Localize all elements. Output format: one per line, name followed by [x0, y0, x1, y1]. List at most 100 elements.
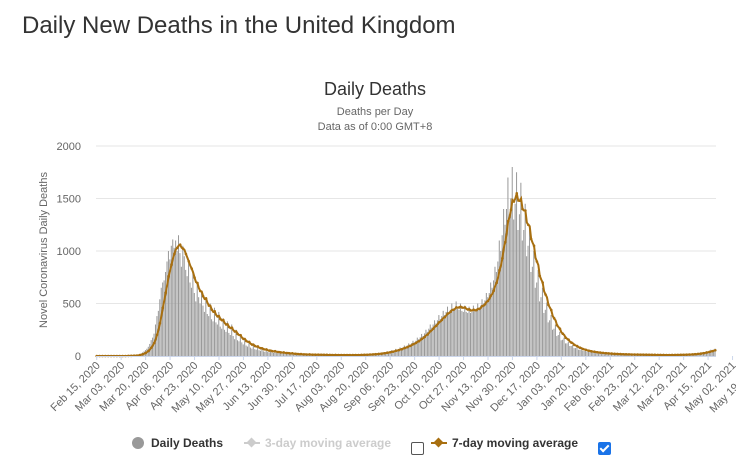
daily-deaths-bar[interactable]	[421, 333, 423, 356]
seven-day-average-point[interactable]	[406, 345, 409, 349]
seven-day-average-point[interactable]	[653, 353, 657, 357]
daily-deaths-bar[interactable]	[182, 245, 184, 356]
daily-deaths-bar[interactable]	[288, 354, 290, 356]
seven-day-average-point[interactable]	[285, 351, 288, 355]
seven-day-average-point[interactable]	[570, 341, 573, 344]
daily-deaths-bar[interactable]	[457, 308, 459, 356]
daily-deaths-bar[interactable]	[526, 256, 528, 356]
daily-deaths-bar[interactable]	[422, 336, 424, 356]
daily-deaths-bar[interactable]	[231, 324, 233, 357]
seven-day-average-point[interactable]	[293, 352, 297, 356]
daily-deaths-bar[interactable]	[494, 266, 496, 356]
seven-day-average-point[interactable]	[152, 341, 156, 345]
daily-deaths-bar[interactable]	[498, 240, 500, 357]
daily-deaths-bar[interactable]	[553, 328, 555, 356]
daily-deaths-bar[interactable]	[257, 345, 259, 357]
seven-day-average-point[interactable]	[173, 252, 176, 256]
seven-day-average-point[interactable]	[596, 350, 599, 354]
seven-day-average-point[interactable]	[524, 209, 527, 212]
daily-deaths-bar[interactable]	[448, 311, 450, 356]
seven-day-average-point[interactable]	[322, 353, 326, 357]
seven-day-average-point[interactable]	[480, 304, 484, 308]
daily-deaths-bar[interactable]	[501, 235, 503, 356]
daily-deaths-bar[interactable]	[278, 351, 280, 356]
daily-deaths-bar[interactable]	[711, 350, 713, 356]
daily-deaths-bar[interactable]	[435, 323, 437, 356]
seven-day-average-point[interactable]	[434, 324, 438, 328]
seven-day-average-point[interactable]	[463, 306, 467, 309]
daily-deaths-bar[interactable]	[612, 354, 614, 356]
seven-day-average-point[interactable]	[578, 346, 582, 350]
daily-deaths-bar[interactable]	[539, 301, 541, 356]
daily-deaths-bar[interactable]	[602, 353, 604, 356]
seven-day-average-point[interactable]	[253, 344, 257, 348]
seven-day-average-point[interactable]	[633, 353, 637, 356]
seven-day-average-point[interactable]	[639, 353, 642, 356]
seven-day-average-point[interactable]	[337, 353, 340, 357]
daily-deaths-bar[interactable]	[534, 287, 536, 356]
daily-deaths-bar[interactable]	[215, 322, 217, 356]
daily-deaths-bar[interactable]	[482, 303, 484, 357]
seven-day-average-point[interactable]	[573, 343, 576, 347]
daily-deaths-bar[interactable]	[552, 329, 554, 356]
daily-deaths-bar[interactable]	[605, 353, 607, 356]
daily-deaths-bar[interactable]	[487, 297, 489, 356]
seven-day-average-point[interactable]	[268, 349, 271, 352]
daily-deaths-bar[interactable]	[221, 328, 223, 356]
seven-day-average-point[interactable]	[227, 325, 231, 329]
seven-day-average-point[interactable]	[472, 308, 475, 311]
daily-deaths-bar[interactable]	[559, 331, 561, 356]
daily-deaths-bar[interactable]	[425, 329, 427, 356]
daily-deaths-bar[interactable]	[385, 352, 387, 356]
daily-deaths-bar[interactable]	[461, 310, 463, 356]
seven-day-average-point[interactable]	[380, 352, 383, 355]
daily-deaths-bar[interactable]	[294, 354, 296, 356]
seven-day-average-point[interactable]	[184, 252, 188, 256]
seven-day-average-point[interactable]	[670, 353, 674, 357]
seven-day-average-point[interactable]	[466, 308, 470, 311]
seven-day-average-point[interactable]	[420, 337, 424, 341]
daily-deaths-bar[interactable]	[485, 293, 487, 356]
seven-day-average-point[interactable]	[544, 293, 547, 296]
daily-deaths-bar[interactable]	[455, 301, 457, 356]
seven-day-average-point[interactable]	[233, 330, 237, 333]
seven-day-average-point[interactable]	[598, 351, 602, 354]
seven-day-average-point[interactable]	[460, 306, 464, 309]
seven-day-average-point[interactable]	[521, 207, 524, 211]
seven-day-average-point[interactable]	[469, 309, 473, 312]
daily-deaths-bar[interactable]	[713, 349, 715, 356]
daily-deaths-bar[interactable]	[249, 347, 251, 356]
daily-deaths-bar[interactable]	[471, 311, 473, 356]
daily-deaths-bar[interactable]	[162, 282, 164, 357]
daily-deaths-bar[interactable]	[196, 282, 198, 357]
seven-day-average-point[interactable]	[314, 353, 317, 357]
daily-deaths-bar[interactable]	[531, 266, 533, 356]
seven-day-average-point[interactable]	[219, 317, 222, 321]
daily-deaths-bar[interactable]	[576, 347, 578, 356]
daily-deaths-bar[interactable]	[528, 224, 530, 356]
daily-deaths-bar[interactable]	[523, 230, 525, 356]
seven-day-average-point[interactable]	[391, 350, 395, 353]
daily-deaths-bar[interactable]	[606, 353, 608, 357]
daily-deaths-bar[interactable]	[600, 353, 602, 357]
seven-day-average-point[interactable]	[334, 353, 337, 357]
seven-day-average-point[interactable]	[311, 353, 314, 356]
seven-day-average-point[interactable]	[342, 353, 346, 357]
daily-deaths-bar[interactable]	[238, 341, 240, 356]
daily-deaths-bar[interactable]	[708, 350, 710, 356]
seven-day-average-point[interactable]	[541, 281, 544, 284]
seven-day-average-point[interactable]	[400, 347, 403, 351]
seven-day-average-point[interactable]	[368, 353, 372, 356]
seven-day-average-point[interactable]	[383, 351, 386, 355]
daily-deaths-bar[interactable]	[464, 305, 466, 356]
daily-deaths-bar[interactable]	[393, 350, 395, 356]
daily-deaths-bar[interactable]	[592, 352, 594, 356]
daily-deaths-bar[interactable]	[580, 349, 582, 356]
daily-deaths-bar[interactable]	[170, 245, 172, 356]
daily-deaths-bar[interactable]	[480, 305, 482, 356]
daily-deaths-bar[interactable]	[438, 315, 440, 356]
daily-deaths-bar[interactable]	[287, 352, 289, 356]
daily-deaths-bar[interactable]	[504, 224, 506, 356]
seven-day-average-point[interactable]	[432, 327, 435, 330]
seven-day-average-point[interactable]	[414, 341, 418, 345]
